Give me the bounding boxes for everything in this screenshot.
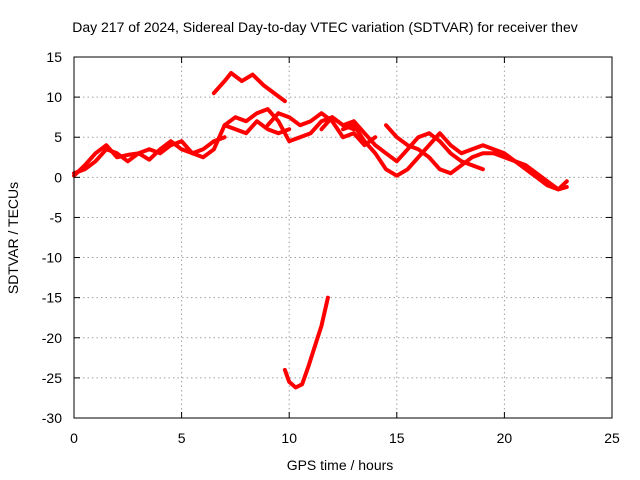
y-tick-label: 10 <box>46 89 62 105</box>
y-tick-label: -20 <box>42 330 62 346</box>
plot-frame <box>73 56 613 419</box>
tick-layer: 0 5 10 15 20 25 -30 -25 -20 -15 -10 -5 0 5 10 15 <box>42 49 620 446</box>
series-line-arc-7 <box>341 123 569 192</box>
x-tick-label: 0 <box>70 430 78 446</box>
series-line-arc-3 <box>211 71 287 104</box>
x-tick-label: 20 <box>497 430 513 446</box>
y-tick-label: 15 <box>46 49 62 65</box>
series-line-arc-8 <box>384 123 569 192</box>
series-line-arc-6 <box>319 115 485 172</box>
x-tick-label: 25 <box>604 430 620 446</box>
y-tick-label: -5 <box>50 209 63 225</box>
y-tick-label: 5 <box>54 129 62 145</box>
y-tick-label: -25 <box>42 370 62 386</box>
series-line-arc-9 <box>282 295 330 390</box>
chart-title: Day 217 of 2024, Sidereal Day-to-day VTE… <box>72 19 578 35</box>
y-tick-label: -15 <box>42 290 62 306</box>
y-axis-label: SDTVAR / TECUs <box>5 182 21 294</box>
grid-layer <box>73 56 613 419</box>
x-tick-label: 5 <box>178 430 186 446</box>
series-layer <box>72 71 569 390</box>
series-line-arc-5 <box>265 111 378 148</box>
x-tick-label: 10 <box>281 430 297 446</box>
y-tick-label: -10 <box>42 250 62 266</box>
x-tick-label: 15 <box>389 430 405 446</box>
x-axis-label: GPS time / hours <box>287 457 394 473</box>
y-tick-label: 0 <box>54 169 62 185</box>
series-line-arc-2 <box>72 135 227 176</box>
y-tick-label: -30 <box>42 410 62 426</box>
